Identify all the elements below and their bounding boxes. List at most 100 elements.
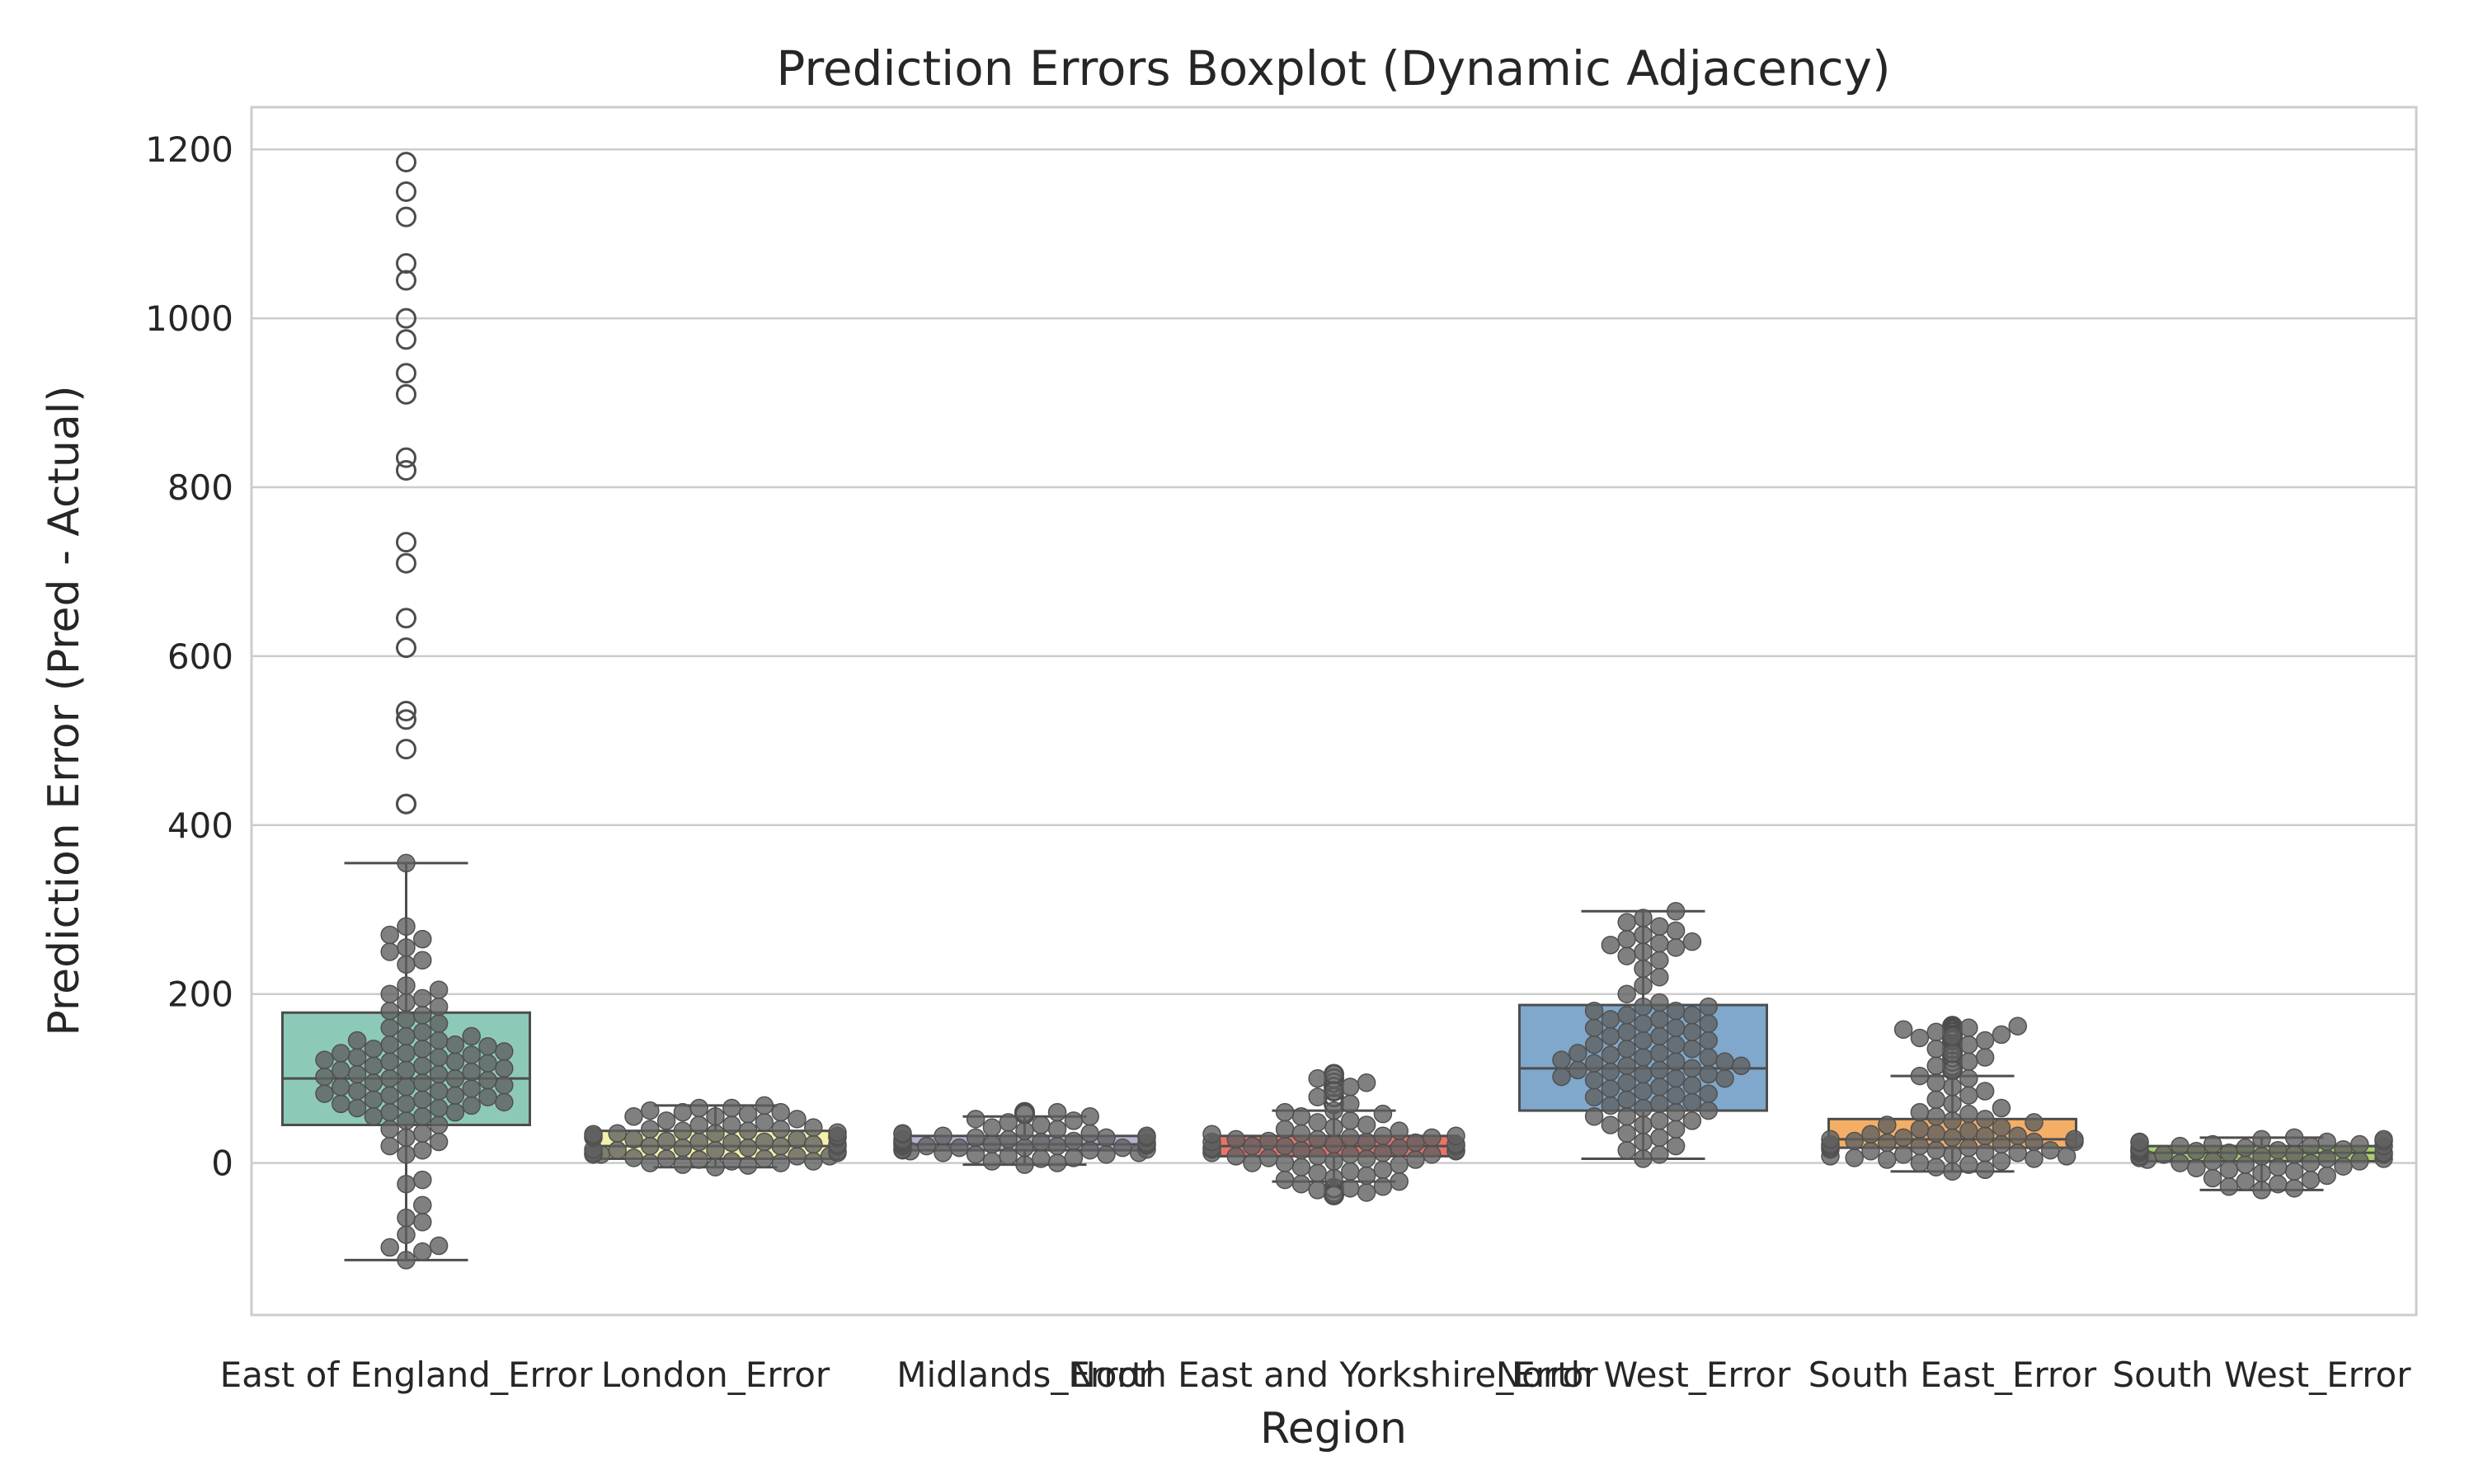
swarm-point <box>1682 1076 1702 1095</box>
swarm-point <box>2301 1170 2321 1190</box>
outlier-marker <box>396 308 416 329</box>
y-axis-ticks: 0 200 400 600 800 1000 1200 <box>145 129 233 1183</box>
swarm-point <box>1699 1101 1718 1120</box>
swarm-point <box>1097 1145 1116 1164</box>
swarm-point <box>2252 1147 2271 1166</box>
swarm-point <box>673 1138 693 1158</box>
swarm-point <box>1308 1087 1327 1106</box>
swarm-point <box>1617 946 1636 965</box>
swarm-point <box>1650 917 1669 936</box>
outlier-marker <box>396 552 416 574</box>
swarm-point <box>462 1062 481 1082</box>
swarm-point <box>1959 1068 1978 1088</box>
swarm-point <box>1650 951 1669 970</box>
swarm-point <box>1992 1118 2011 1137</box>
swarm-point <box>1341 1094 1360 1114</box>
swarm-point <box>462 1026 481 1046</box>
swarm-point <box>429 1082 449 1101</box>
swarm-point <box>2284 1179 2304 1198</box>
swarm-point <box>380 942 399 961</box>
swarm-point <box>1357 1149 1376 1168</box>
swarm-point <box>332 1094 350 1114</box>
swarm-point <box>689 1098 708 1118</box>
swarm-point <box>1357 1115 1376 1134</box>
swarm-point <box>2317 1166 2336 1186</box>
x-tick-label: North West_Error <box>1496 1355 1791 1395</box>
swarm-point <box>1601 1045 1620 1064</box>
swarm-point <box>2219 1144 2239 1162</box>
swarm-point <box>1373 1126 1393 1146</box>
swarm-point <box>380 1120 399 1139</box>
swarm-point <box>413 1106 432 1126</box>
outlier-marker <box>396 701 416 721</box>
swarm-point <box>982 1152 1002 1171</box>
swarm-point <box>1406 1150 1425 1169</box>
swarm-point <box>1601 1062 1620 1082</box>
swarm-point <box>413 1170 432 1190</box>
x-tick-label: South East_Error <box>1808 1355 2097 1395</box>
swarm-point <box>673 1102 693 1122</box>
swarm-point <box>2154 1145 2173 1164</box>
swarm-point <box>1617 1124 1636 1143</box>
swarm-point <box>1617 1073 1636 1092</box>
swarm-point <box>2008 1126 2027 1146</box>
outlier-marker <box>396 152 416 173</box>
swarm-point <box>1617 913 1636 932</box>
outlier-marker <box>396 460 416 481</box>
x-axis-ticks: East of England_Error London_Error Midland… <box>220 1355 2412 1395</box>
swarm-point <box>1015 1155 1034 1174</box>
swarm-point <box>1926 1073 1945 1092</box>
swarm-point <box>722 1098 741 1118</box>
swarm-point <box>673 1121 693 1140</box>
swarm-point <box>1601 936 1620 955</box>
swarm-point <box>624 1129 643 1149</box>
swarm-point <box>788 1129 807 1149</box>
swarm-point <box>1910 1136 1930 1156</box>
swarm-point <box>1910 1120 1930 1139</box>
swarm-point <box>315 1084 334 1103</box>
swarm-point <box>1047 1120 1067 1139</box>
swarm-point <box>380 1136 399 1156</box>
swarm-point <box>1357 1183 1376 1202</box>
swarm-point <box>828 1123 847 1142</box>
swarm-point <box>755 1132 774 1152</box>
swarm-point <box>950 1138 969 1158</box>
swarm-point <box>1893 1020 1913 1039</box>
swarm-point <box>380 1068 399 1088</box>
swarm-point <box>380 1102 399 1122</box>
swarm-point <box>1341 1145 1360 1164</box>
swarm-point <box>656 1111 676 1130</box>
swarm-point <box>1308 1113 1327 1132</box>
swarm-point <box>722 1133 741 1153</box>
outlier-marker <box>396 270 416 291</box>
swarm-point <box>1390 1138 1409 1158</box>
swarm-point <box>1617 1022 1636 1042</box>
swarm-point <box>1650 1094 1669 1114</box>
swarm-point <box>1666 1001 1686 1021</box>
swarm-point <box>771 1136 790 1156</box>
swarm-point <box>999 1147 1018 1166</box>
swarm-point <box>1341 1162 1360 1181</box>
swarm-point <box>641 1136 660 1156</box>
y-tick-label: 200 <box>167 974 233 1015</box>
swarm-point <box>2350 1134 2369 1154</box>
swarm-point <box>332 1044 350 1063</box>
swarm-point <box>1682 1006 1702 1025</box>
swarm-point <box>1341 1179 1360 1198</box>
swarm-point <box>1390 1172 1409 1191</box>
swarm-point <box>1373 1104 1393 1124</box>
swarm-point <box>397 1044 416 1063</box>
outlier-marker <box>396 637 416 659</box>
swarm-point <box>1666 1086 1686 1105</box>
swarm-point <box>413 1040 432 1059</box>
swarm-point <box>1601 1096 1620 1115</box>
swarm-point <box>397 976 416 995</box>
swarm-point <box>1373 1177 1393 1196</box>
swarm-point <box>1634 976 1653 995</box>
swarm-point <box>2219 1160 2239 1180</box>
swarm-point <box>722 1152 741 1171</box>
swarm-point <box>1821 1129 1840 1149</box>
swarm-point <box>2025 1132 2044 1152</box>
swarm-point <box>1959 1086 1978 1105</box>
swarm-point <box>1137 1126 1156 1146</box>
